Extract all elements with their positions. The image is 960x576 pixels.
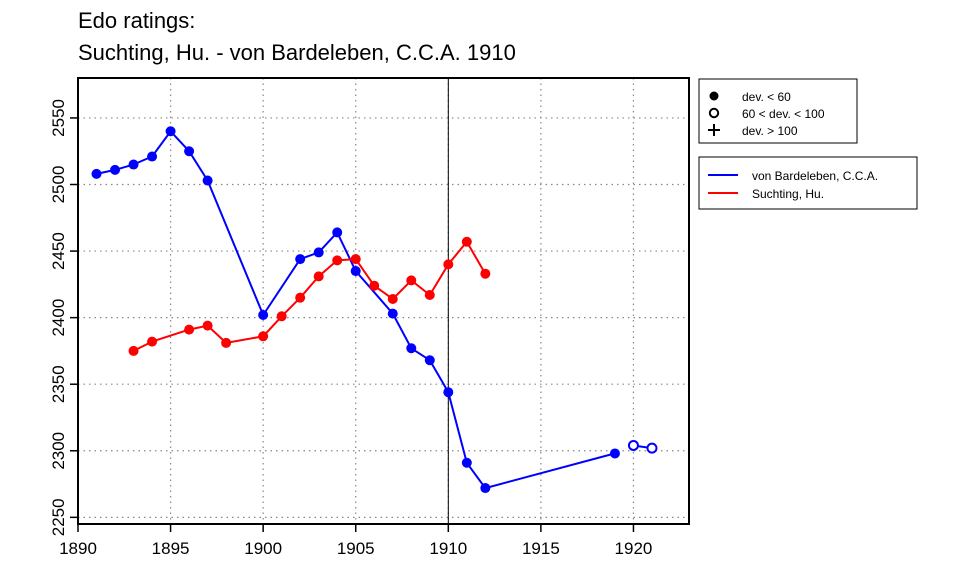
data-point — [369, 280, 380, 291]
chart-subtitle: Suchting, Hu. - von Bardeleben, C.C.A. 1… — [78, 40, 516, 65]
data-point — [295, 292, 306, 303]
data-point — [332, 227, 343, 238]
data-point — [443, 387, 454, 398]
data-point — [184, 324, 195, 335]
y-axis: 2250 2300 2350 2400 2450 2500 2550 — [49, 99, 78, 536]
x-axis: 1890 1895 1900 1905 1910 1915 1920 — [59, 524, 652, 558]
data-point — [443, 259, 454, 270]
data-point — [406, 343, 417, 354]
data-point — [276, 311, 287, 322]
chart-title: Edo ratings: — [78, 8, 196, 33]
data-point — [184, 146, 195, 157]
data-point — [332, 255, 343, 266]
x-tick-label: 1920 — [615, 539, 653, 558]
y-tick-label: 2550 — [49, 99, 68, 137]
y-tick-label: 2500 — [49, 166, 68, 204]
data-point — [128, 159, 139, 170]
data-point — [480, 268, 491, 279]
x-tick-label: 1915 — [522, 539, 560, 558]
filled-circle-icon — [709, 91, 719, 101]
legend-series-label: Suchting, Hu. — [752, 187, 824, 201]
data-point — [110, 164, 121, 175]
data-point — [461, 236, 472, 247]
plot-frame — [77, 77, 690, 525]
data-point — [258, 309, 269, 320]
data-point — [461, 457, 472, 468]
y-tick-label: 2250 — [49, 498, 68, 536]
data-point — [165, 126, 176, 137]
y-tick-label: 2300 — [49, 432, 68, 470]
x-tick-label: 1900 — [244, 539, 282, 558]
data-point — [295, 254, 306, 265]
plot-series — [91, 126, 658, 494]
legend-series: von Bardeleben, C.C.A. Suchting, Hu. — [698, 156, 918, 210]
y-tick-label: 2450 — [49, 232, 68, 270]
data-point — [202, 320, 213, 331]
data-point — [147, 336, 158, 347]
data-point — [387, 294, 398, 305]
y-tick-label: 2400 — [49, 299, 68, 337]
legend-markers-box — [698, 78, 858, 144]
grid-lines — [77, 78, 689, 524]
data-point — [406, 275, 417, 286]
legend-series-label: von Bardeleben, C.C.A. — [752, 169, 878, 183]
data-point-open — [627, 439, 639, 451]
plus-icon — [708, 124, 720, 136]
data-point — [202, 175, 213, 186]
y-tick-label: 2350 — [49, 365, 68, 403]
data-point — [350, 266, 361, 277]
data-point — [424, 290, 435, 301]
open-circle-icon — [708, 107, 720, 119]
data-point — [221, 337, 232, 348]
data-point — [387, 308, 398, 319]
data-point — [128, 345, 139, 356]
data-point — [313, 247, 324, 258]
data-point — [480, 483, 491, 494]
x-tick-label: 1910 — [429, 539, 467, 558]
x-tick-label: 1905 — [337, 539, 375, 558]
legend-series-box — [698, 156, 918, 210]
data-point — [313, 271, 324, 282]
data-point-open — [646, 442, 658, 454]
data-point — [91, 168, 102, 179]
data-point — [147, 151, 158, 162]
legend-markers: dev. < 60 60 < dev. < 100 dev. > 100 — [698, 78, 858, 144]
data-point — [258, 331, 269, 342]
legend-marker-label: 60 < dev. < 100 — [742, 107, 825, 121]
data-point — [350, 254, 361, 265]
legend-marker-label: dev. > 100 — [742, 124, 798, 138]
data-point — [609, 448, 620, 459]
legend-marker-label: dev. < 60 — [742, 90, 791, 104]
data-point — [424, 355, 435, 366]
x-tick-label: 1890 — [59, 539, 97, 558]
x-tick-label: 1895 — [152, 539, 190, 558]
